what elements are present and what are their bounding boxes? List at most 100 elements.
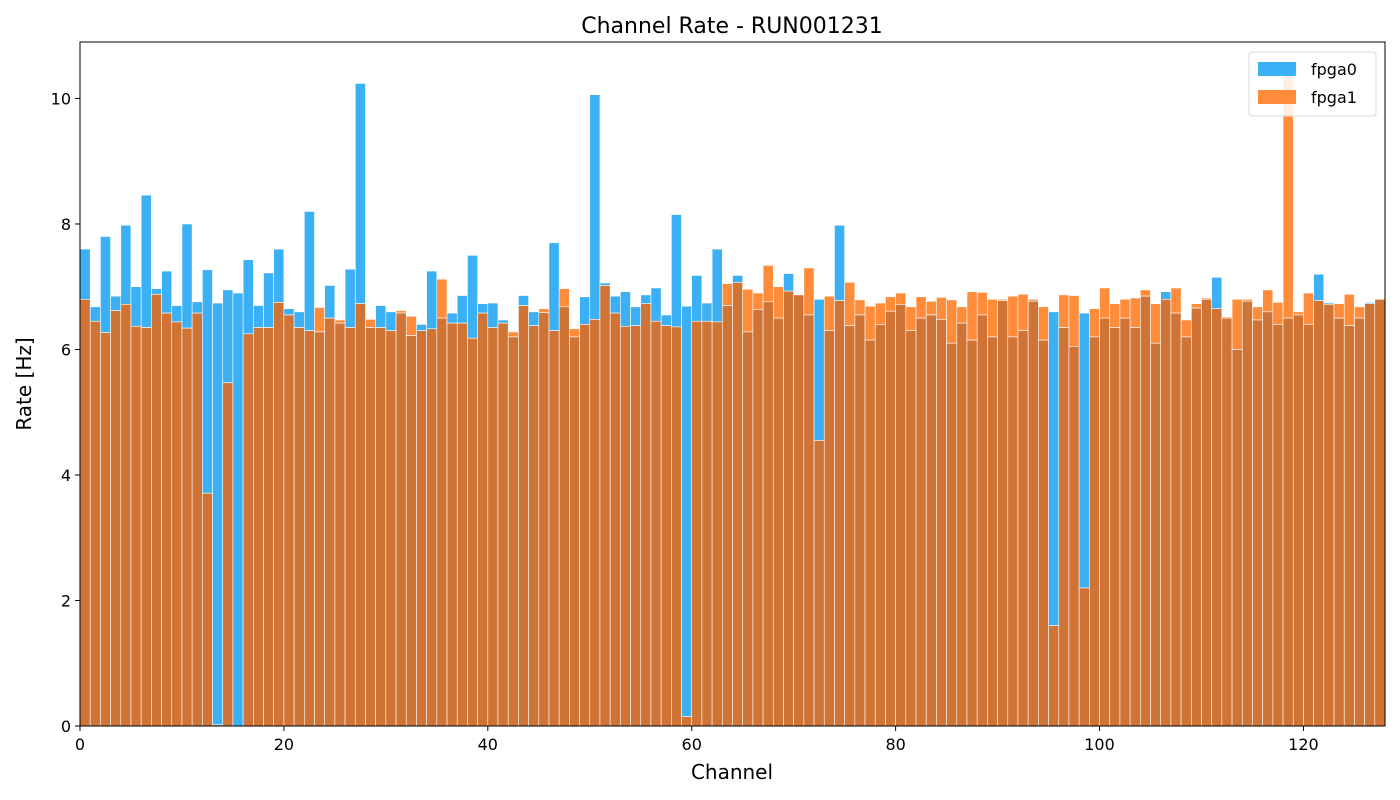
x-tick-label: 20	[274, 735, 294, 754]
bar-fpga0-ch58	[671, 214, 682, 328]
bar-overlap-ch33	[416, 330, 427, 727]
bar-overlap-ch82	[915, 317, 927, 727]
bar-fpga1-ch66	[752, 292, 764, 310]
bar-overlap-ch102	[1119, 317, 1131, 727]
bar-fpga0-ch74	[834, 224, 845, 301]
bar-overlap-ch28	[365, 327, 376, 727]
bar-overlap-ch50	[589, 319, 601, 727]
bar-fpga1-ch63	[722, 283, 733, 306]
bar-fpga1-ch45	[538, 308, 550, 313]
y-tick-label: 8	[61, 215, 71, 234]
bar-overlap-ch64	[732, 282, 743, 727]
x-axis-ticks: 0 20 40 60 80 100 120	[75, 726, 1319, 754]
bar-fpga1-ch85	[946, 299, 958, 344]
bar-overlap-ch57	[660, 325, 672, 727]
bar-overlap-ch109	[1190, 307, 1202, 727]
bar-fpga1-ch83	[925, 300, 937, 316]
bar-overlap-ch112	[1221, 317, 1233, 727]
bar-overlap-ch113	[1231, 349, 1243, 727]
bar-fpga0-ch20	[283, 308, 295, 316]
bar-fpga0-ch60	[691, 275, 703, 322]
bar-overlap-ch105	[1150, 342, 1162, 727]
bar-overlap-ch39	[477, 312, 489, 727]
bar-fpga0-ch69	[783, 273, 794, 292]
bar-overlap-ch90	[997, 300, 1009, 727]
bar-fpga0-ch62	[711, 248, 723, 323]
bar-fpga1-ch117	[1272, 302, 1284, 325]
y-tick-label: 2	[61, 591, 71, 610]
bar-fpga1-ch23	[314, 307, 325, 333]
bar-fpga0-ch50	[589, 94, 601, 320]
bar-fpga0-ch46	[548, 242, 560, 331]
bar-fpga0-ch37	[456, 295, 468, 324]
bar-fpga0-ch53	[620, 291, 631, 327]
bar-overlap-ch31	[395, 312, 407, 727]
bar-fpga0-ch2	[100, 236, 111, 333]
bar-overlap-ch30	[385, 330, 397, 727]
bar-fpga0-ch24	[324, 285, 336, 319]
bar-fpga1-ch123	[1333, 303, 1345, 319]
x-tick-label: 80	[885, 735, 905, 754]
bar-overlap-ch97	[1068, 346, 1080, 727]
bar-overlap-ch16	[242, 333, 254, 727]
legend-swatch-fpga1	[1258, 90, 1296, 104]
legend-swatch-fpga0	[1258, 62, 1296, 76]
bar-fpga0-ch52	[609, 295, 621, 314]
bar-fpga0-ch6	[140, 194, 152, 328]
bar-fpga0-ch26	[344, 268, 356, 328]
bar-fpga0-ch56	[650, 287, 662, 322]
bar-fpga0-ch8	[161, 270, 173, 314]
bar-fpga1-ch80	[895, 292, 907, 305]
bar-fpga1-ch92	[1017, 293, 1029, 331]
bar-fpga0-ch44	[528, 311, 540, 326]
bar-fpga0-ch36	[446, 312, 458, 324]
bar-overlap-ch26	[344, 327, 356, 727]
bar-overlap-ch115	[1252, 319, 1263, 727]
bar-fpga0-ch0	[79, 248, 91, 300]
bar-fpga0-ch19	[273, 248, 285, 303]
bar-overlap-ch56	[650, 320, 662, 727]
bar-fpga1-ch81	[905, 306, 917, 331]
bar-overlap-ch58	[671, 326, 682, 727]
bar-overlap-ch111	[1211, 308, 1223, 727]
bar-overlap-ch52	[609, 312, 621, 727]
bar-overlap-ch126	[1364, 303, 1376, 727]
x-axis-label: Channel	[691, 760, 773, 784]
bar-fpga1-ch84	[936, 297, 947, 320]
bar-overlap-ch73	[823, 330, 835, 727]
bar-fpga1-ch89	[987, 298, 998, 338]
bar-fpga0-ch11	[191, 301, 203, 314]
bar-fpga0-ch22	[303, 211, 315, 331]
bar-overlap-ch123	[1333, 317, 1345, 727]
bar-fpga1-ch99	[1089, 308, 1100, 338]
bar-fpga0-ch55	[640, 294, 652, 304]
bar-overlap-ch101	[1109, 327, 1121, 727]
bar-fpga0-ch59	[681, 305, 693, 717]
chart-title: Channel Rate - RUN001231	[581, 14, 883, 39]
bar-overlap-ch18	[263, 327, 275, 727]
bar-overlap-ch29	[375, 327, 387, 727]
bar-overlap-ch65	[742, 331, 754, 727]
x-tick-label: 120	[1288, 735, 1319, 754]
bar-fpga0-ch40	[487, 302, 499, 328]
bar-fpga0-ch57	[660, 314, 672, 326]
bar-overlap-ch96	[1058, 327, 1070, 727]
bar-fpga0-ch3	[110, 295, 122, 311]
bar-fpga1-ch97	[1068, 295, 1080, 347]
bar-overlap-ch20	[283, 314, 295, 727]
bar-fpga0-ch21	[293, 311, 305, 328]
bar-fpga1-ch76	[854, 299, 866, 316]
bar-overlap-ch91	[1007, 336, 1019, 727]
x-tick-label: 0	[75, 735, 85, 754]
bar-fpga1-ch32	[405, 315, 417, 336]
bar-overlap-ch122	[1323, 304, 1335, 727]
bar-overlap-ch88	[976, 314, 988, 727]
bar-overlap-ch69	[783, 290, 794, 727]
bar-fpga0-ch95	[1048, 311, 1060, 626]
bar-fpga0-ch10	[181, 223, 193, 329]
bar-overlap-ch6	[140, 327, 152, 727]
bar-overlap-ch84	[936, 319, 947, 727]
bar-overlap-ch98	[1078, 587, 1090, 727]
bar-fpga0-ch121	[1313, 273, 1325, 301]
bar-fpga0-ch51	[599, 282, 611, 286]
